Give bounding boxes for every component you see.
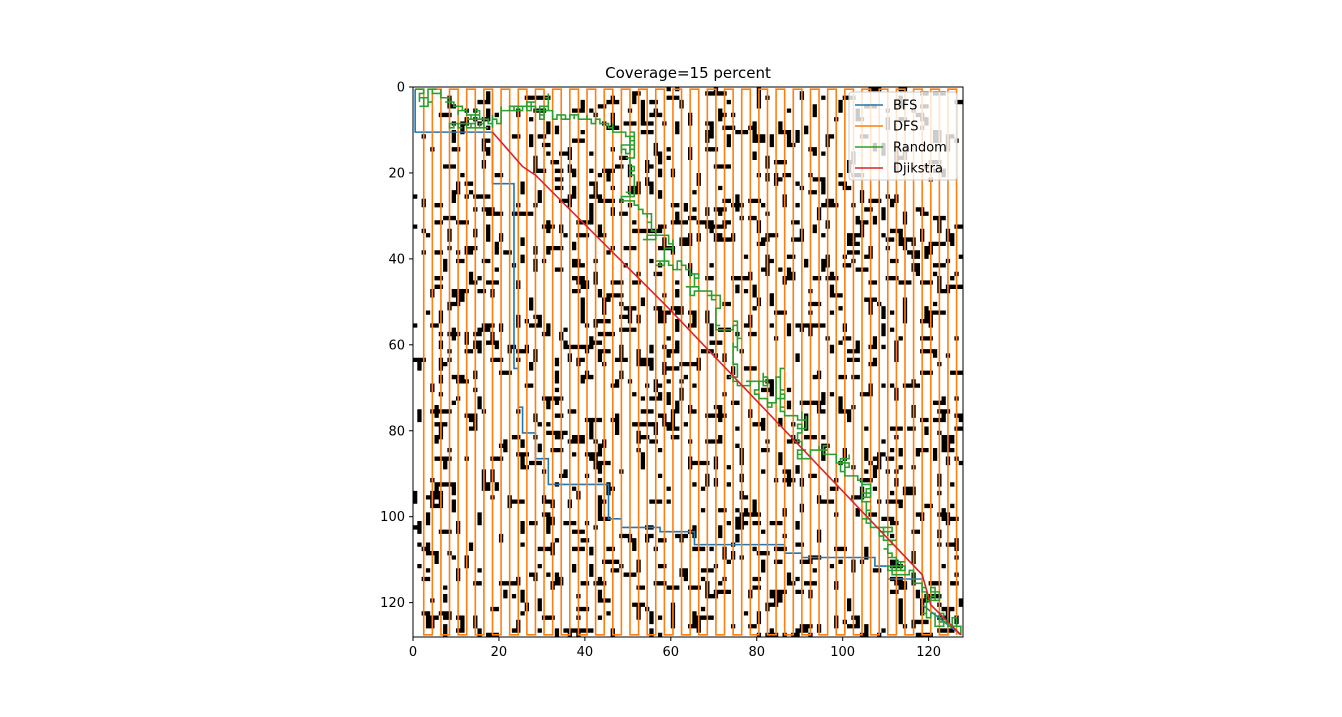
path-series <box>414 88 962 636</box>
series-line-dfs <box>415 88 958 636</box>
x-tick-label: 80 <box>748 645 765 660</box>
y-tick-label: 100 <box>380 510 405 525</box>
legend-label-bfs: BFS <box>893 99 917 114</box>
legend-box <box>848 91 958 181</box>
legend-label-dfs: DFS <box>893 120 919 135</box>
y-tick-label: 20 <box>388 166 405 181</box>
obstacle-cells <box>413 87 963 637</box>
y-axis: 0 20 40 60 80 100 120 <box>380 81 413 611</box>
legend: BFS DFS Random Djikstra <box>848 91 958 181</box>
y-tick-label: 120 <box>380 596 405 611</box>
y-tick-label: 0 <box>397 81 405 96</box>
legend-label-random: Random <box>893 141 947 156</box>
series-line-djikstra <box>491 131 962 636</box>
legend-label-djikstra: Djikstra <box>893 162 943 177</box>
obstacle-grid <box>413 87 963 637</box>
y-tick-label: 60 <box>388 338 405 353</box>
x-tick-label: 100 <box>830 645 855 660</box>
chart-title: Coverage=15 percent <box>605 64 771 82</box>
x-axis: 0 20 40 60 80 100 120 <box>409 637 941 660</box>
x-tick-label: 20 <box>491 645 508 660</box>
plot-frame <box>412 86 964 638</box>
x-tick-label: 0 <box>409 645 417 660</box>
x-tick-label: 40 <box>577 645 594 660</box>
y-tick-label: 40 <box>388 252 405 267</box>
axes-frame <box>412 86 964 638</box>
x-tick-label: 60 <box>663 645 680 660</box>
x-tick-label: 120 <box>916 645 941 660</box>
y-tick-label: 80 <box>388 424 405 439</box>
